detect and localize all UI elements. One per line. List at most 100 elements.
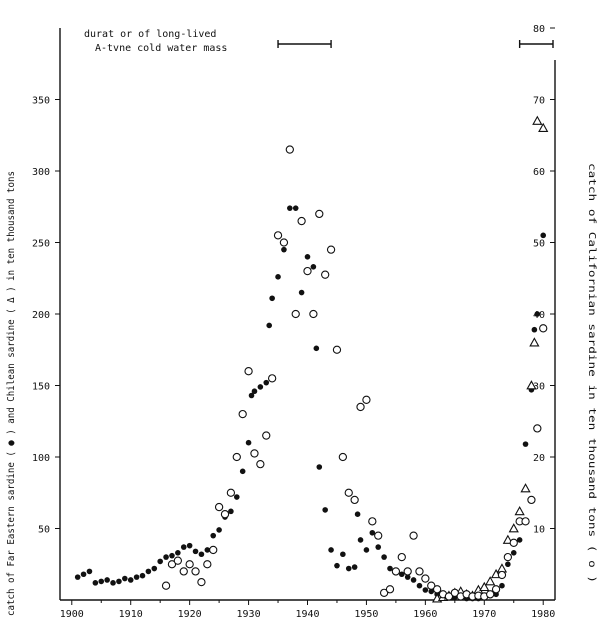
far-eastern-sardine-point (157, 558, 163, 565)
far-eastern-sardine-point (531, 326, 538, 333)
far-eastern-sardine-point (86, 568, 93, 575)
tick-marks: 1900 1910 1920 1930 1940 1950 1960 1970 1980 50 10… (32, 24, 555, 620)
far-eastern-sardine-point (334, 562, 340, 569)
far-eastern-sardine-point (404, 574, 411, 580)
far-eastern-sardine-point (145, 568, 152, 575)
far-eastern-sardine-point (127, 577, 134, 583)
far-eastern-sardine-point (540, 232, 547, 239)
far-eastern-sardine-point (522, 441, 529, 447)
far-eastern-sardine-point (316, 464, 323, 470)
californian-sardine-point (539, 324, 548, 333)
californian-sardine-point (421, 574, 430, 583)
far-eastern-sardine-point (239, 468, 246, 475)
x-tick-label: 1980 (531, 609, 555, 620)
y-left-tick-label: 100 (32, 453, 50, 464)
californian-sardine-point (379, 588, 389, 597)
y-axis-label-right: catch of Californian sardine in ten thou… (586, 163, 597, 583)
californian-sardine-point (356, 402, 365, 412)
far-eastern-sardine-point (110, 580, 116, 586)
y-left-tick-label: 300 (32, 167, 50, 178)
californian-sardine-point (326, 245, 336, 254)
far-eastern-sardine-point (263, 379, 270, 386)
far-eastern-sardine-point (275, 274, 281, 280)
far-eastern-sardine-point (287, 205, 293, 211)
far-eastern-sardine-point (387, 565, 393, 572)
x-tick-label: 1970 (472, 609, 496, 620)
far-eastern-sardine-point (304, 253, 311, 260)
y-left-tick-label: 250 (32, 239, 50, 250)
californian-sardine-point (403, 567, 412, 576)
far-eastern-sardine-point (257, 384, 264, 390)
x-tick-label: 1950 (354, 609, 378, 620)
far-eastern-sardine-point (516, 537, 523, 543)
far-eastern-sardine-point (192, 548, 199, 555)
x-tick-label: 1940 (295, 609, 319, 620)
far-eastern-sardine-point (416, 582, 423, 589)
far-eastern-sardine-point (381, 554, 387, 560)
y-axis-label-left: catch of Far Eastern sardine ( ● ) and C… (6, 171, 17, 616)
far-eastern-sardine-point (292, 205, 299, 211)
far-eastern-sardine-point (313, 345, 320, 352)
chilean-sardine-point (508, 523, 519, 533)
far-eastern-sardine-point (354, 511, 361, 517)
legend-line-2: A-tvne cold water mass (95, 43, 227, 54)
far-eastern-sardine-point (175, 550, 181, 556)
far-eastern-sardine-point (375, 544, 382, 550)
californian-sardine-point (427, 581, 436, 590)
far-eastern-sardine-point (340, 551, 346, 558)
californian-sardine-point (397, 552, 406, 562)
y-right-tick-label: 30 (533, 382, 545, 393)
x-tick-label: 1920 (178, 609, 202, 620)
far-eastern-sardine-point (204, 547, 211, 553)
far-eastern-sardine-point (428, 588, 435, 595)
far-eastern-sardine-point (92, 580, 99, 586)
californian-sardine-point (450, 588, 459, 597)
far-eastern-sardine-point (298, 289, 305, 296)
far-eastern-sardine-point (80, 571, 87, 578)
chilean-sardine-point (520, 483, 531, 493)
californian-sardine-point (197, 577, 206, 587)
californian-sardine-point (338, 452, 348, 462)
far-eastern-sardine-point (505, 561, 511, 568)
far-eastern-sardine-point (369, 529, 376, 536)
chilean-sardine-point (529, 337, 540, 347)
californian-sardine-point (368, 517, 377, 526)
californian-sardine-point (262, 431, 271, 440)
far-eastern-sardine-point (363, 547, 370, 553)
y-right-tick-label: 50 (533, 239, 545, 250)
legend-line-1: durat or of long-lived (84, 29, 216, 40)
far-eastern-sardine-point (351, 564, 358, 570)
californian-sardine-point (497, 570, 507, 580)
chilean-sardine-point (485, 576, 496, 586)
far-eastern-sardine-point (104, 577, 110, 583)
californian-sardine-point (185, 560, 194, 569)
californian-sardine-point (374, 531, 383, 540)
y-left-tick-label: 350 (32, 96, 50, 107)
californian-sardine-point (256, 459, 265, 469)
californian-sardine-point (244, 367, 253, 376)
y-left-tick-label: 50 (38, 525, 50, 536)
x-tick-label: 1910 (119, 609, 143, 620)
far-eastern-sardine-point (422, 587, 429, 593)
far-eastern-sardine-point (186, 542, 193, 549)
far-eastern-sardine-point (345, 565, 352, 572)
californian-sardine-point (444, 592, 454, 601)
californian-sardine-point (250, 449, 259, 458)
chilean-sardine-point (496, 563, 508, 573)
far-eastern-sardine-point (269, 295, 275, 302)
californian-sardine-point (267, 374, 277, 383)
californian-sardine-point (238, 409, 247, 419)
far-eastern-sardine-point (281, 246, 287, 253)
chilean-sardine-point (514, 506, 525, 516)
far-eastern-sardine-point (357, 537, 364, 543)
legend: durat or of long-lived A-tvne cold water… (84, 29, 227, 54)
far-eastern-sardine-point (122, 575, 128, 582)
far-eastern-sardine-point (74, 574, 81, 580)
californian-sardine-point (303, 266, 312, 276)
californian-sardine-point (161, 581, 171, 590)
x-tick-label: 1960 (413, 609, 437, 620)
far-eastern-sardine-point (198, 551, 205, 558)
y-right-tick-label: 10 (533, 525, 545, 536)
chilean-sardine-point (479, 581, 490, 592)
